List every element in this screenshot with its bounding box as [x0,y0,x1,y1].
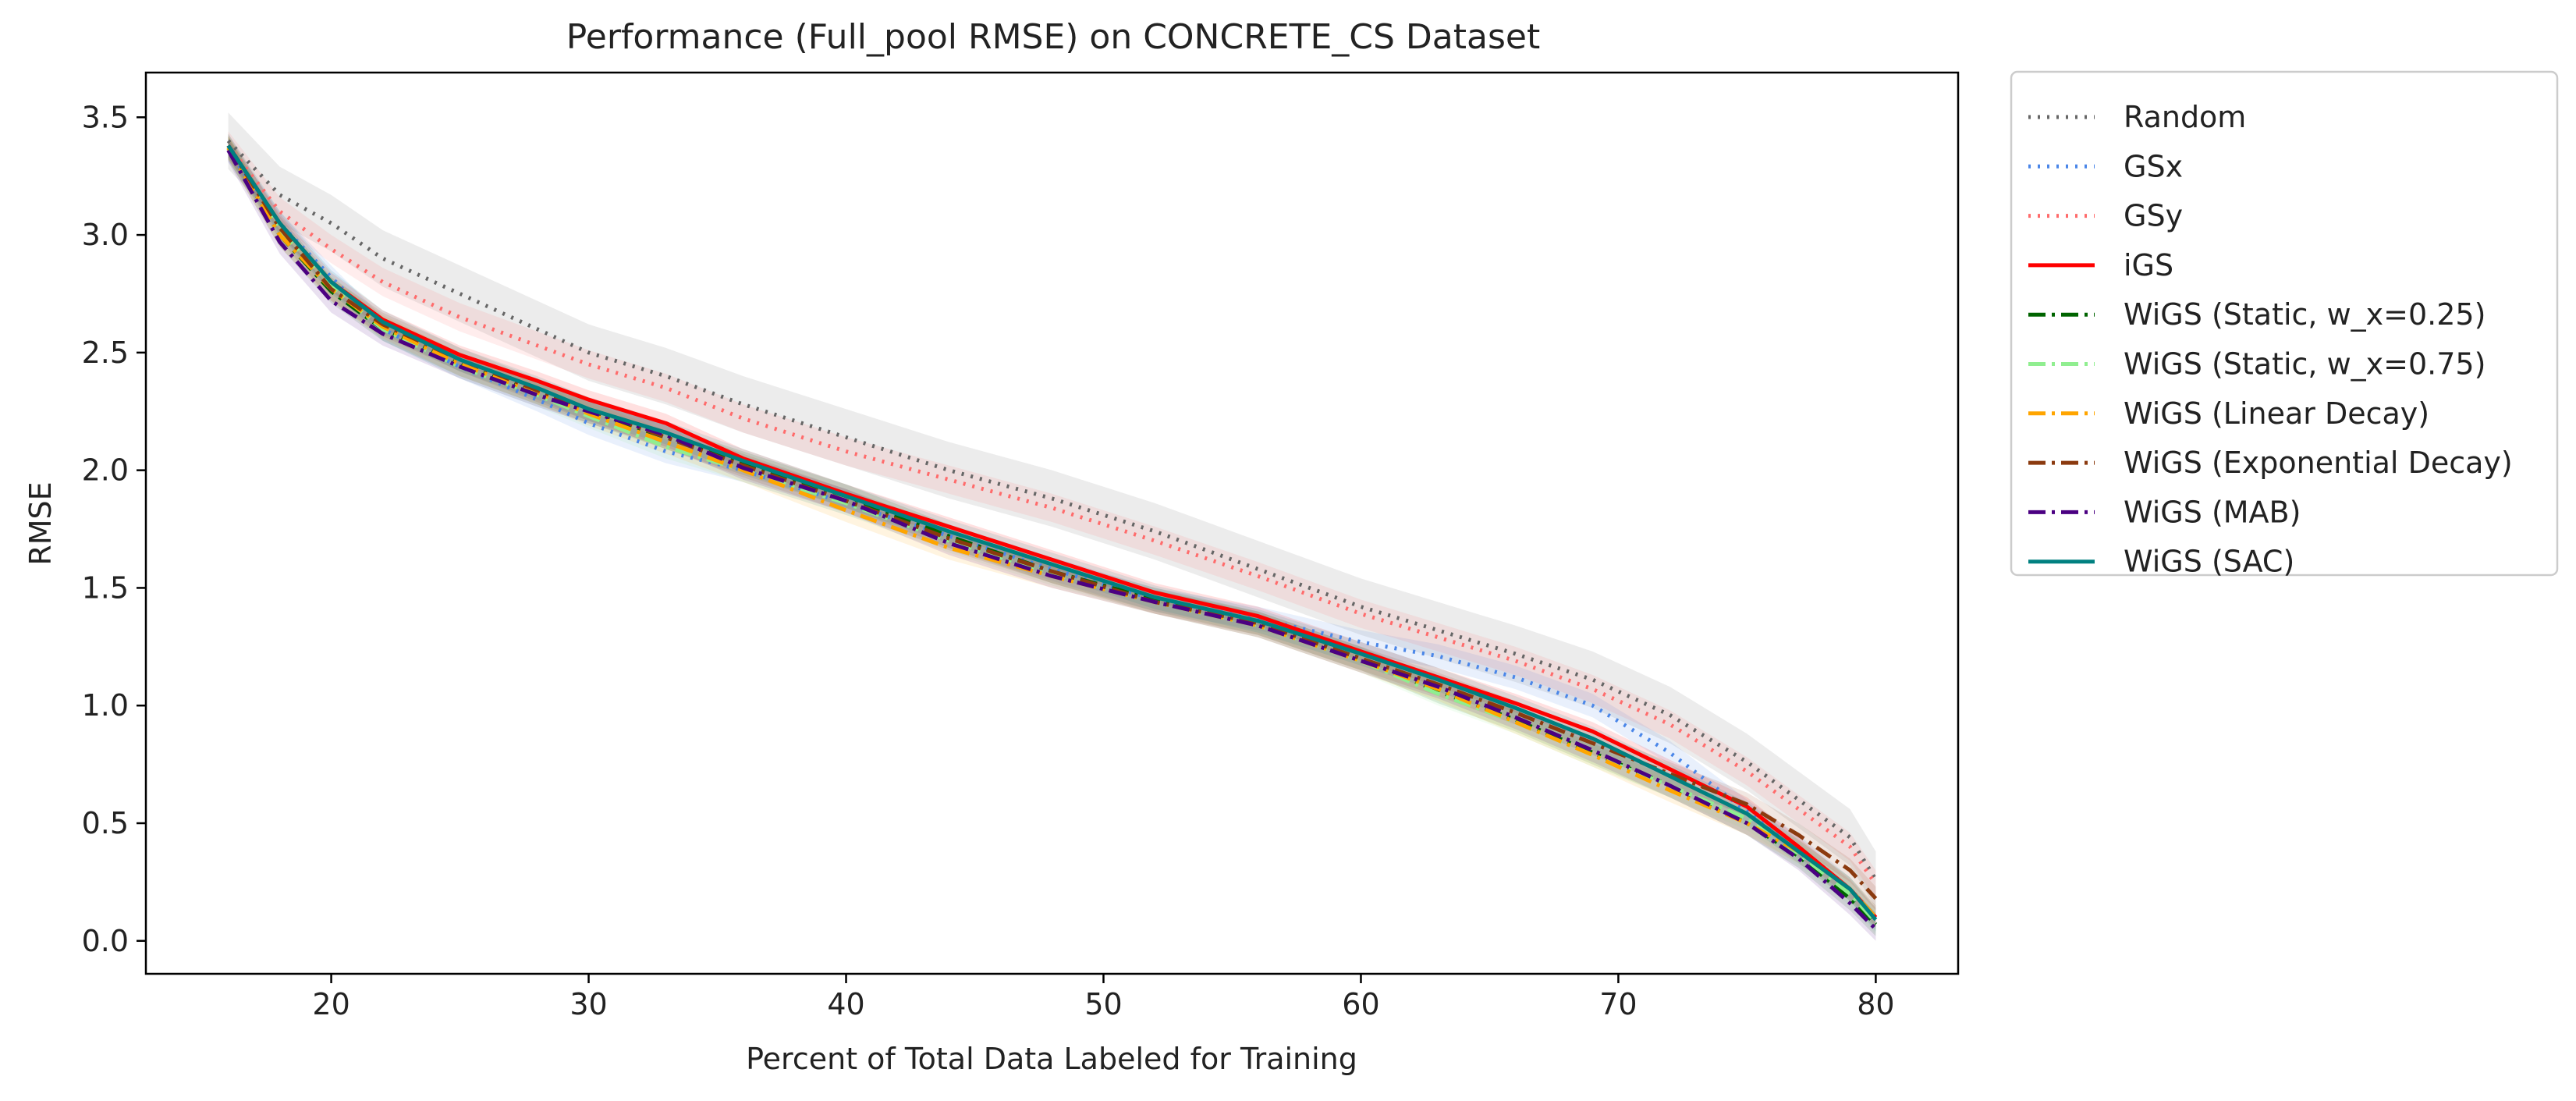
band-random [228,112,1876,908]
confidence-bands [228,112,1876,941]
series-line-gsx [226,149,1878,919]
y-axis: 0.0 0.5 1.0 1.5 2.0 2.5 3.0 3.5 [82,100,146,958]
legend: Random GSx GSy iGS WiGS (Static, w_x=0.25) Wi… [2010,70,2559,579]
legend-label-random: Random [2124,100,2246,134]
y-tick-label: 2.0 [82,453,129,488]
x-tick-label: 60 [1342,987,1379,1021]
y-tick-label: 3.5 [82,100,129,134]
x-tick-label: 80 [1857,987,1894,1021]
legend-label-wigs-mab: WiGS (MAB) [2124,495,2301,529]
legend-label-igs: iGS [2124,248,2173,282]
x-tick-label: 30 [569,987,607,1021]
x-tick-label: 70 [1599,987,1637,1021]
series-line-random [226,139,1878,881]
chart-title: Performance (Full_pool RMSE) on CONCRETE… [566,17,1540,57]
legend-label-wigs-static-w-x-0-25: WiGS (Static, w_x=0.25) [2124,297,2486,332]
band-gsy [228,131,1876,899]
x-tick-label: 50 [1084,987,1122,1021]
y-axis-label: RMSE [23,481,58,565]
x-axis: 20 30 40 50 60 70 80 [312,974,1895,1021]
series-line-gsy [226,144,1878,886]
series-line-wigs-mab [226,149,1878,931]
y-tick-label: 1.5 [82,570,129,605]
y-tick-label: 0.0 [82,924,129,958]
y-tick-label: 1.0 [82,688,129,723]
legend-label-wigs-exponential-decay: WiGS (Exponential Decay) [2124,446,2513,480]
legend-frame [2010,70,2559,577]
x-tick-label: 40 [827,987,864,1021]
y-tick-label: 3.0 [82,218,129,252]
x-axis-label: Percent of Total Data Labeled for Traini… [746,1042,1357,1076]
x-tick-label: 20 [312,987,349,1021]
series-line-wigs-sac [226,144,1878,922]
legend-label-wigs-static-w-x-0-75: WiGS (Static, w_x=0.75) [2124,347,2486,382]
legend-label-wigs-linear-decay: WiGS (Linear Decay) [2124,396,2429,431]
legend-label-gsx: GSx [2124,149,2183,183]
series-line-igs [226,144,1878,919]
plot-frame [144,71,1960,975]
y-tick-label: 0.5 [82,806,129,840]
series-lines [226,139,1878,931]
legend-label-gsy: GSy [2124,199,2183,233]
legend-label-wigs-sac: WiGS (SAC) [2124,545,2294,579]
y-tick-label: 2.5 [82,336,129,370]
